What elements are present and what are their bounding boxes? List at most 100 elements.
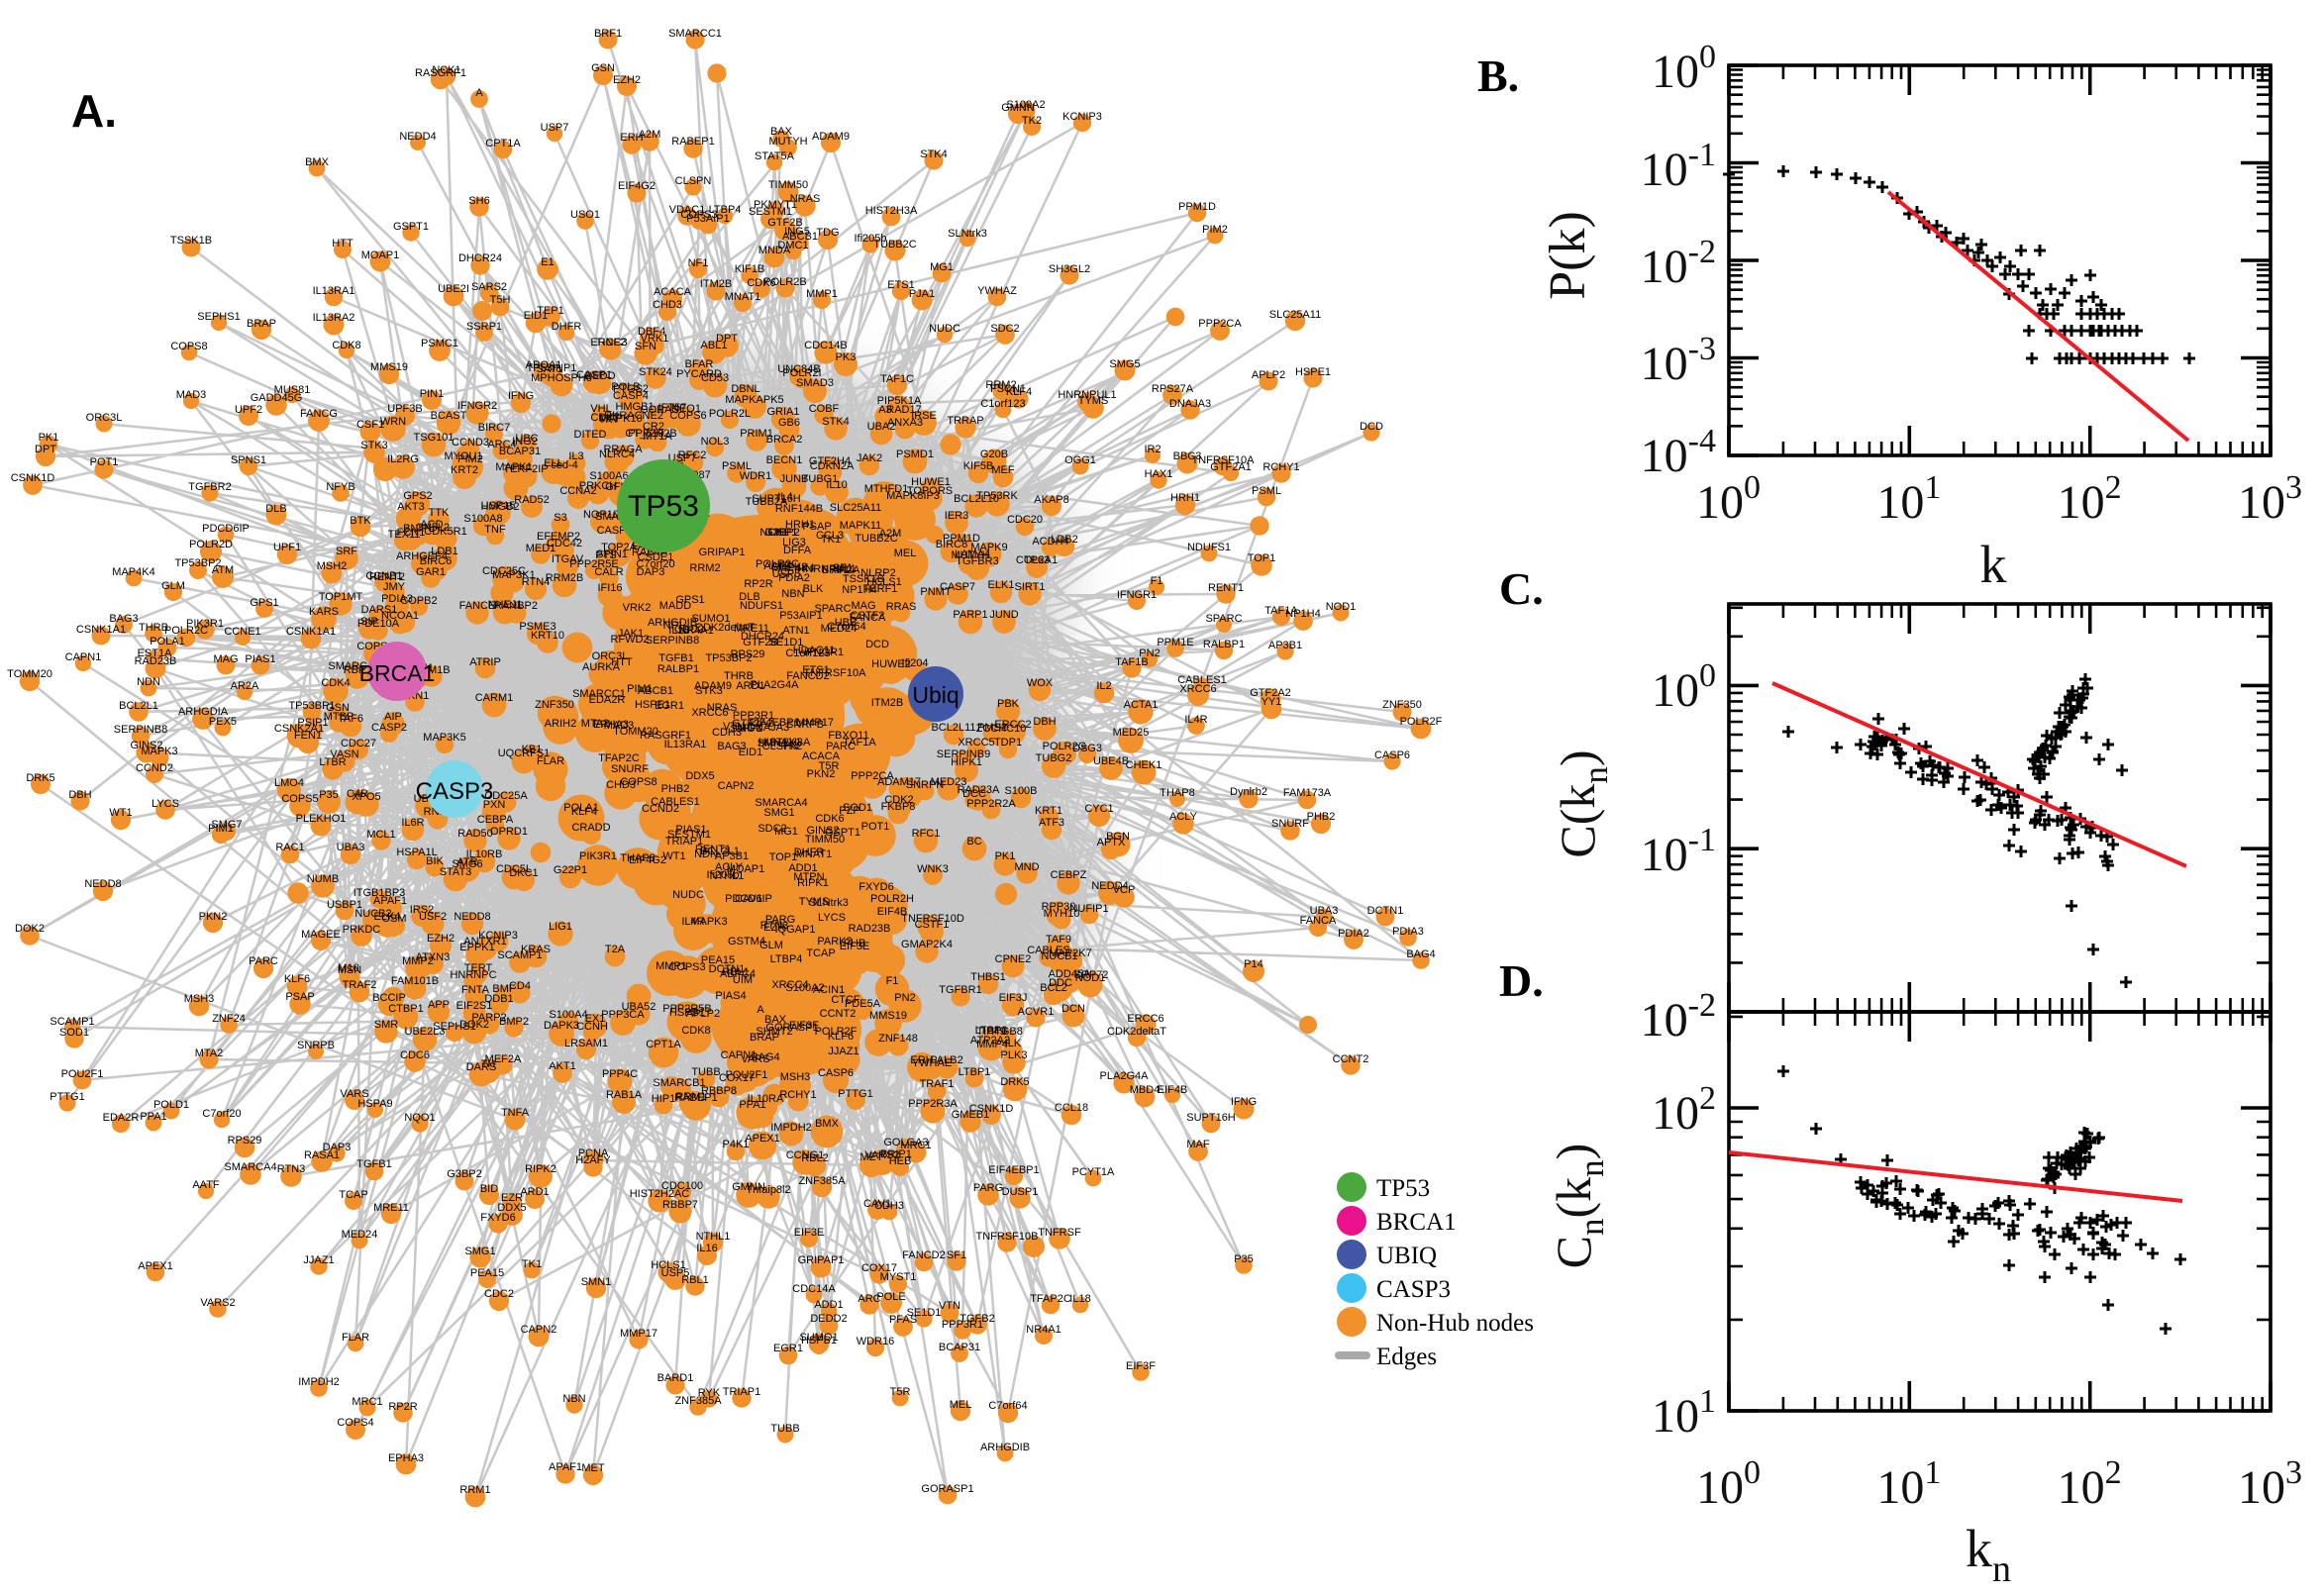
svg-text:MTA2: MTA2	[195, 1047, 224, 1059]
svg-text:P35: P35	[319, 789, 339, 801]
svg-text:PPP2CA: PPP2CA	[851, 770, 894, 782]
svg-text:APEX1: APEX1	[138, 1260, 172, 1272]
svg-text:SMAD3: SMAD3	[796, 377, 834, 389]
svg-text:RTN3: RTN3	[760, 920, 789, 932]
svg-text:FKBP8: FKBP8	[881, 801, 916, 813]
svg-text:VASN: VASN	[330, 748, 358, 760]
svg-text:TP53BP1: TP53BP1	[288, 700, 335, 712]
svg-text:BC: BC	[966, 836, 981, 848]
svg-text:PYCARD: PYCARD	[676, 368, 722, 380]
svg-text:IL3: IL3	[568, 450, 583, 462]
svg-text:CD53: CD53	[701, 372, 729, 384]
svg-text:PDE10A: PDE10A	[357, 618, 400, 630]
svg-text:DNAJA3: DNAJA3	[1169, 398, 1211, 410]
svg-text:LIG3: LIG3	[782, 537, 806, 549]
svg-text:RBP1: RBP1	[344, 664, 372, 676]
svg-text:MYST1: MYST1	[880, 1271, 917, 1283]
svg-text:YWHAE: YWHAE	[912, 1057, 952, 1069]
svg-text:PPA1: PPA1	[140, 1111, 166, 1123]
svg-text:PBK: PBK	[997, 698, 1020, 710]
svg-text:CSTF1: CSTF1	[915, 919, 950, 931]
svg-text:DDX5: DDX5	[497, 1202, 526, 1214]
svg-text:MAPK11: MAPK11	[840, 520, 882, 532]
svg-text:GLM: GLM	[759, 940, 783, 951]
svg-text:PDIA2: PDIA2	[778, 572, 810, 584]
svg-text:TNFRSF10A: TNFRSF10A	[1192, 454, 1256, 466]
svg-text:RRM2B: RRM2B	[546, 572, 584, 584]
svg-text:VARS: VARS	[340, 1088, 368, 1100]
svg-text:103: 103	[2238, 469, 2302, 529]
svg-text:CARM1: CARM1	[475, 692, 514, 704]
svg-text:ITGAV: ITGAV	[552, 553, 584, 565]
svg-text:S100A2: S100A2	[1006, 99, 1045, 111]
svg-text:MEL: MEL	[894, 548, 917, 559]
svg-text:GSN: GSN	[591, 62, 615, 74]
svg-text:CD4: CD4	[509, 980, 531, 992]
svg-text:ITM2B: ITM2B	[700, 278, 732, 290]
svg-text:P35: P35	[1234, 1253, 1254, 1265]
svg-text:NLRP2: NLRP2	[860, 567, 895, 579]
svg-text:ITGB1BP3: ITGB1BP3	[354, 887, 406, 899]
svg-text:STK3: STK3	[695, 685, 723, 697]
svg-text:ELL: ELL	[544, 457, 563, 469]
svg-text:APTX: APTX	[1097, 837, 1126, 848]
svg-text:TUBB2C: TUBB2C	[873, 239, 916, 250]
svg-text:TAF6: TAF6	[338, 713, 363, 725]
svg-text:MED24: MED24	[821, 623, 858, 635]
svg-text:PLA2G4A: PLA2G4A	[1100, 1070, 1150, 1082]
svg-text:TGFB1: TGFB1	[658, 652, 693, 664]
svg-text:EX1: EX1	[585, 1013, 606, 1025]
svg-text:CR2: CR2	[643, 421, 664, 433]
svg-text:TAF1A: TAF1A	[843, 737, 876, 748]
svg-text:MAPK3: MAPK3	[141, 746, 177, 757]
svg-text:PIK3R1: PIK3R1	[186, 618, 224, 630]
svg-text:NR4A1: NR4A1	[678, 625, 713, 637]
svg-text:MND: MND	[1014, 861, 1039, 873]
svg-text:VRK1: VRK1	[641, 333, 669, 345]
svg-text:HRH1: HRH1	[1170, 492, 1200, 504]
svg-text:BCAST: BCAST	[431, 410, 467, 422]
svg-text:OGG1: OGG1	[1064, 454, 1096, 466]
svg-text:VARS2: VARS2	[864, 1149, 899, 1161]
svg-text:VTN: VTN	[723, 721, 745, 733]
svg-text:NCK1: NCK1	[432, 64, 460, 76]
svg-text:EDA2R: EDA2R	[103, 1112, 140, 1124]
svg-text:CABLES1: CABLES1	[1177, 674, 1227, 686]
svg-text:TYMS: TYMS	[799, 896, 830, 908]
svg-text:HIST2H2AC: HIST2H2AC	[630, 1188, 690, 1200]
svg-text:SERPINB9: SERPINB9	[937, 748, 990, 760]
svg-text:MMP4: MMP4	[976, 1039, 1008, 1050]
svg-text:LAMA4: LAMA4	[955, 549, 990, 560]
svg-text:PARC: PARC	[826, 741, 856, 752]
svg-text:DHFR: DHFR	[552, 321, 582, 333]
svg-text:ACVR1: ACVR1	[1018, 1006, 1055, 1018]
svg-text:HRH1: HRH1	[785, 519, 815, 531]
svg-text:PHB: PHB	[844, 938, 866, 949]
svg-text:PN2: PN2	[1139, 648, 1160, 659]
svg-text:NQO1: NQO1	[404, 1112, 435, 1124]
svg-text:UBA52: UBA52	[622, 1001, 656, 1013]
svg-text:CALR: CALR	[594, 566, 623, 578]
svg-text:MAPK1: MAPK1	[495, 461, 532, 473]
svg-text:MAD3: MAD3	[604, 720, 635, 732]
svg-text:SMG7: SMG7	[730, 723, 760, 735]
svg-text:RASA1: RASA1	[304, 1149, 340, 1161]
svg-text:C4R: C4R	[347, 788, 368, 800]
svg-text:COPS8: COPS8	[170, 341, 207, 352]
svg-text:MUTYH: MUTYH	[951, 549, 989, 561]
svg-text:UIM: UIM	[733, 974, 753, 986]
svg-text:HMGB1: HMGB1	[615, 401, 654, 413]
svg-text:STAT5A: STAT5A	[755, 150, 795, 162]
svg-text:CHD3: CHD3	[653, 299, 682, 311]
svg-text:RPS27A: RPS27A	[1152, 383, 1194, 395]
svg-text:F1: F1	[886, 975, 899, 987]
svg-text:CCNH: CCNH	[576, 1021, 608, 1033]
svg-text:THRB: THRB	[724, 670, 754, 682]
svg-text:RBL2: RBL2	[801, 1152, 829, 1164]
svg-text:SF1: SF1	[833, 562, 853, 574]
svg-text:PLA2G4A: PLA2G4A	[751, 679, 800, 691]
svg-text:RTN4: RTN4	[522, 576, 551, 588]
svg-text:TNFRSF: TNFRSF	[1038, 1227, 1081, 1239]
svg-text:CSNK1D: CSNK1D	[11, 472, 55, 484]
svg-text:EZH2: EZH2	[427, 933, 454, 945]
